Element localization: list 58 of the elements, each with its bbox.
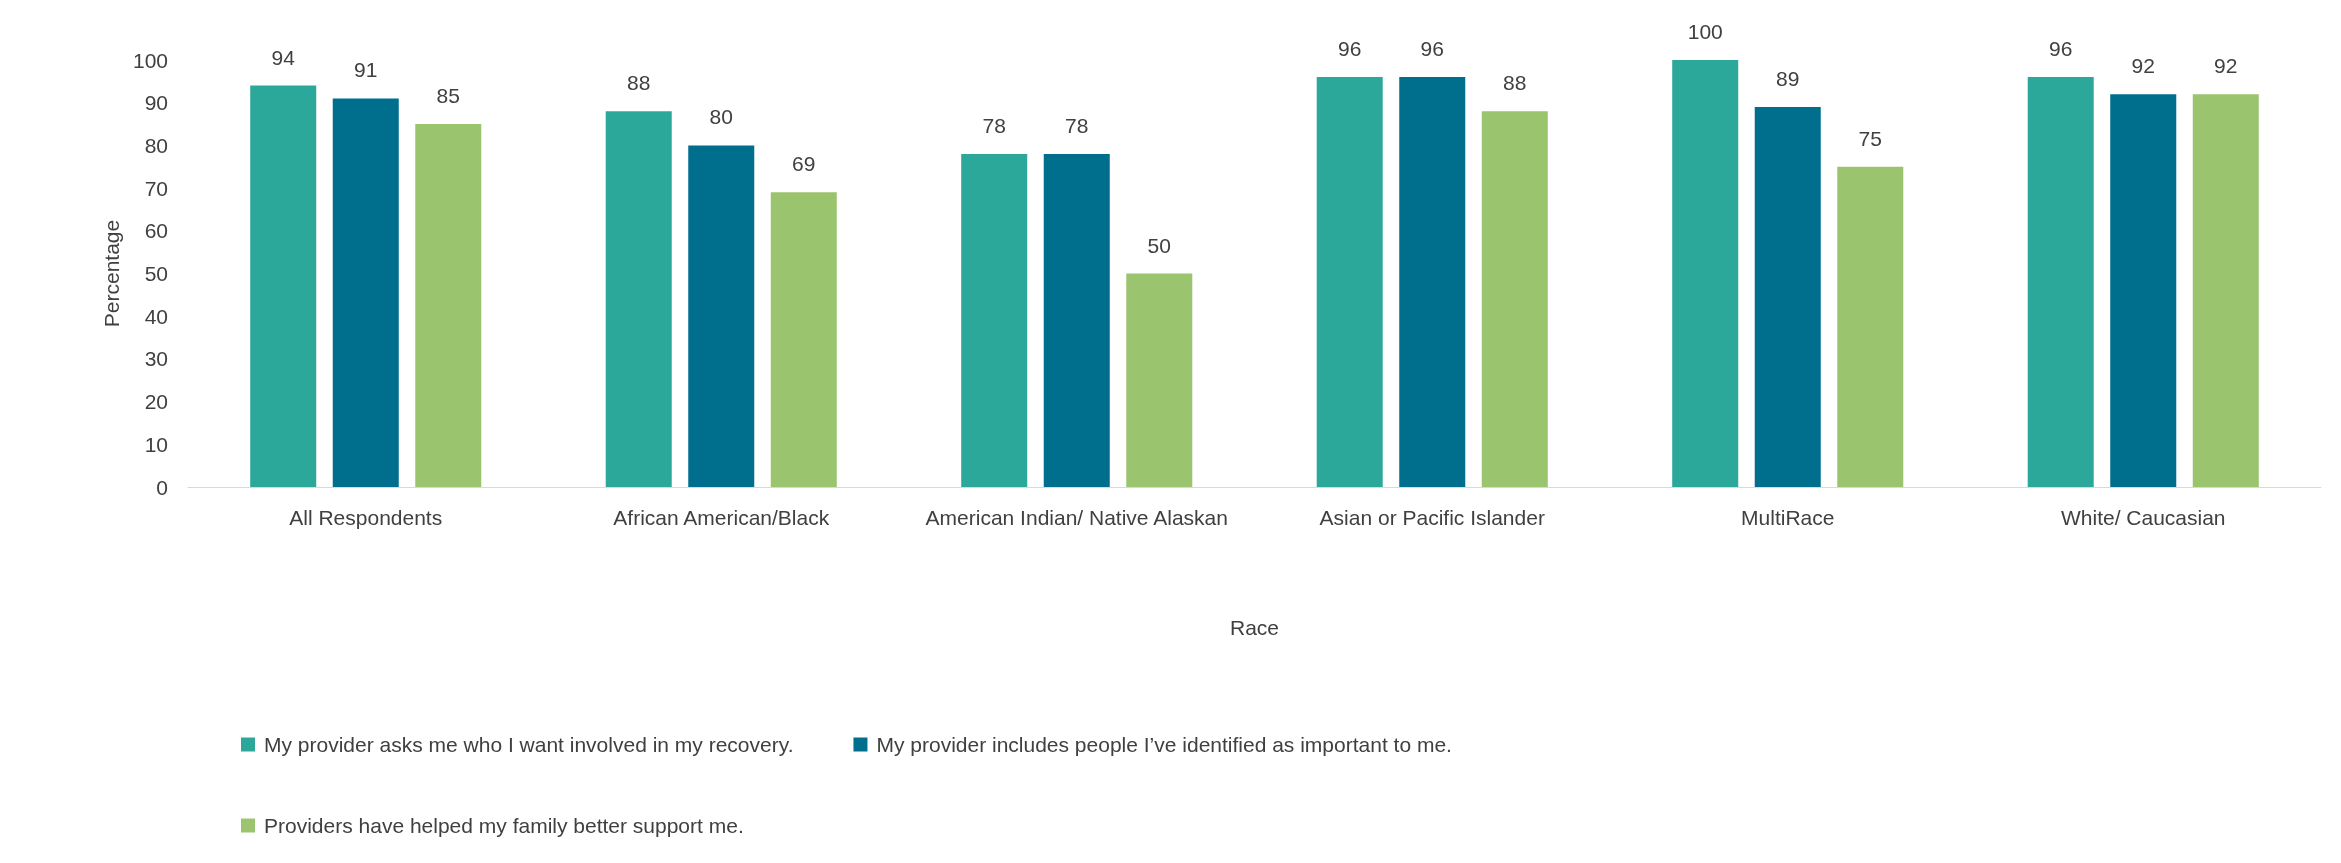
bar [605, 111, 672, 487]
x-tick-label: American Indian/ Native Alaskan [925, 505, 1228, 529]
data-label: 92 [2131, 54, 2155, 78]
data-label: 78 [1065, 113, 1089, 137]
bar [1399, 77, 1466, 487]
data-label: 88 [627, 71, 651, 95]
bar [250, 85, 317, 487]
data-label: 69 [792, 152, 816, 176]
data-label: 78 [982, 113, 1006, 137]
data-label: 96 [1420, 37, 1444, 61]
data-label: 75 [1858, 126, 1882, 150]
bar [415, 124, 482, 487]
y-tick-label: 80 [144, 133, 168, 157]
data-label: 100 [1687, 20, 1723, 43]
bar [1126, 273, 1193, 487]
x-tick-label: African American/Black [613, 505, 830, 529]
bar [332, 98, 399, 487]
x-tick-label: All Respondents [289, 505, 443, 529]
bar [2027, 77, 2094, 487]
y-tick-label: 50 [144, 262, 168, 285]
bar [688, 145, 755, 487]
y-axis-title: Percentage [100, 219, 124, 328]
data-label: 89 [1776, 66, 1800, 90]
bar [2192, 94, 2259, 487]
x-axis-title: Race [1229, 616, 1280, 639]
data-label: 88 [1503, 71, 1527, 95]
data-label: 50 [1147, 233, 1171, 257]
y-tick-label: 30 [144, 347, 168, 371]
bar [961, 153, 1028, 487]
bar [770, 192, 837, 487]
y-tick-label: 100 [132, 48, 168, 72]
bar [1754, 106, 1821, 487]
data-label: 91 [354, 58, 378, 82]
y-tick-label: 60 [144, 219, 168, 243]
x-tick-label: Asian or Pacific Islander [1319, 505, 1545, 529]
data-label: 80 [709, 105, 733, 129]
legend-label: Providers have helped my family better support me. [264, 814, 744, 837]
data-label: 92 [2214, 54, 2238, 78]
y-tick-label: 10 [144, 432, 168, 456]
bar [1481, 111, 1548, 487]
x-tick-label: White/ Caucasian [2060, 505, 2226, 529]
x-tick-label: MultiRace [1741, 505, 1835, 529]
bar [1043, 153, 1110, 487]
data-label: 96 [1338, 37, 1362, 61]
y-tick-label: 20 [144, 390, 168, 414]
legend-label: My provider asks me who I want involved in my recovery. [264, 733, 794, 756]
bar [1672, 60, 1739, 487]
bar [1837, 166, 1904, 487]
y-tick-label: 0 [156, 475, 168, 499]
data-label: 94 [271, 45, 296, 69]
y-tick-label: 40 [144, 304, 168, 328]
bar [1316, 77, 1383, 487]
y-tick-label: 70 [144, 176, 168, 200]
data-label: 96 [2049, 37, 2073, 61]
legend-label: My provider includes people I’ve identified as important to me. [876, 733, 1452, 756]
data-label: 85 [436, 84, 460, 108]
y-tick-label: 90 [144, 91, 168, 115]
bar [2110, 94, 2177, 487]
